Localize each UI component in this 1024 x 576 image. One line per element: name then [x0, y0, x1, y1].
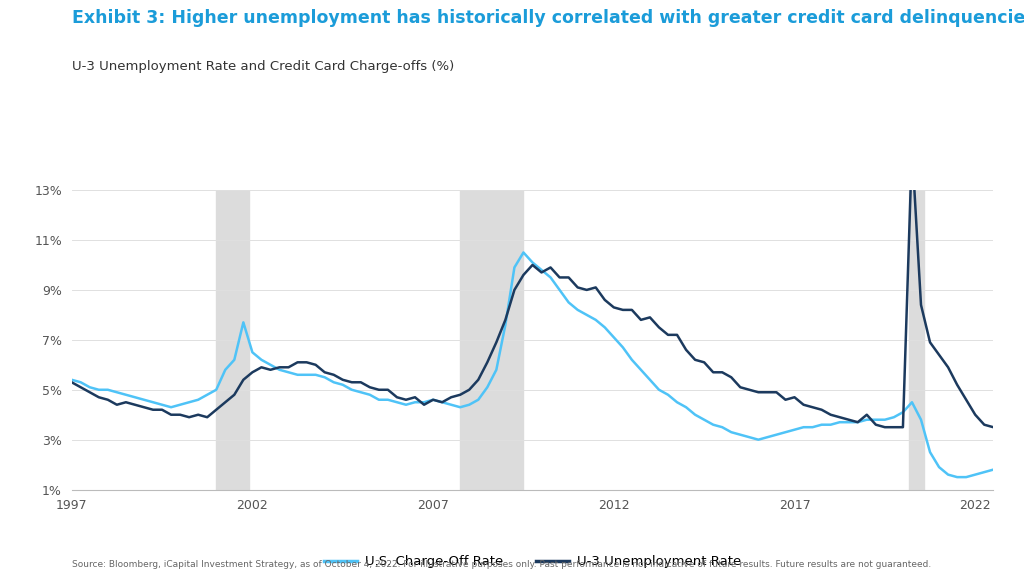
Bar: [460, 190, 523, 490]
Text: Source: Bloomberg, iCapital Investment Strategy, as of October 4, 2022. For illu: Source: Bloomberg, iCapital Investment S…: [72, 560, 931, 569]
Legend: U.S. Charge-Off Rate, U-3 Unemployment Rate: U.S. Charge-Off Rate, U-3 Unemployment R…: [318, 550, 746, 574]
Bar: [909, 190, 924, 490]
Text: Exhibit 3: Higher unemployment has historically correlated with greater credit c: Exhibit 3: Higher unemployment has histo…: [72, 9, 1024, 26]
Bar: [216, 190, 250, 490]
Text: U-3 Unemployment Rate and Credit Card Charge-offs (%): U-3 Unemployment Rate and Credit Card Ch…: [72, 60, 454, 74]
